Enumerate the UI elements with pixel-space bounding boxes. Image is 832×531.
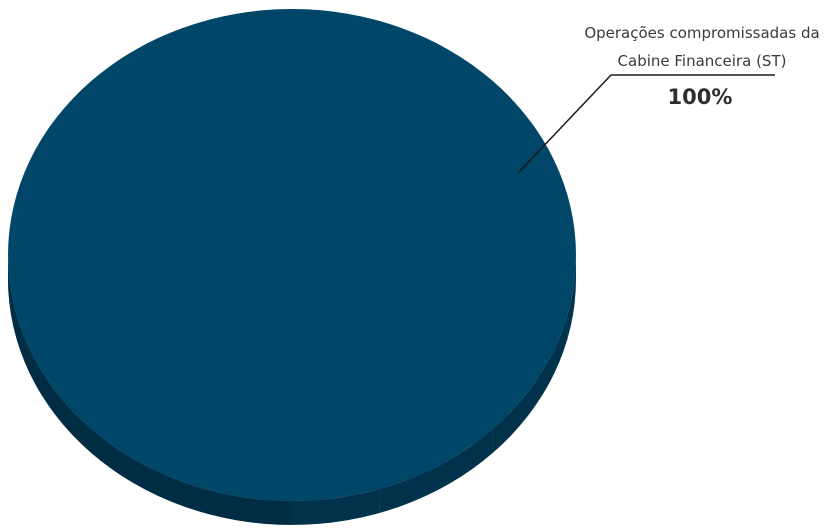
- label-leader-line: [518, 74, 612, 173]
- pie-side-group: [8, 255, 576, 525]
- pie-slice: [8, 9, 576, 501]
- slice-value-label: 100%: [668, 85, 733, 109]
- pie-labels-group: Operações compromissadas da Cabine Finan…: [518, 24, 820, 173]
- pie-side-shadow: [8, 255, 292, 525]
- pie-top-group: [8, 9, 576, 501]
- slice-label-line-2: Cabine Financeira (ST): [618, 52, 787, 70]
- slice-label-line-1: Operações compromissadas da: [584, 24, 819, 42]
